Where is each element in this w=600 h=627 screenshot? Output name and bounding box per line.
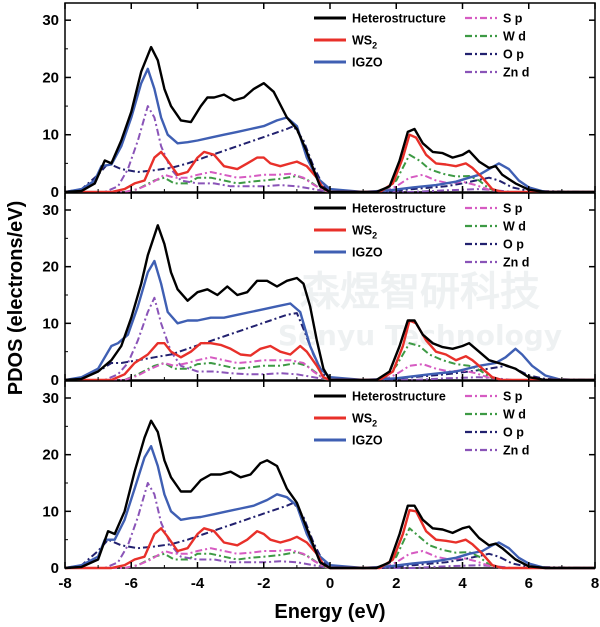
legend-label-zn-d: Zn d bbox=[503, 66, 529, 80]
series-line-o-p bbox=[64, 501, 596, 569]
legend-label-o-p: O p bbox=[503, 48, 524, 62]
watermark: 森煜智研科技 Senyu Technology bbox=[278, 269, 562, 352]
legend-label-zn-d: Zn d bbox=[503, 256, 529, 270]
series-line-zn-d bbox=[65, 482, 595, 569]
series-line-igzo bbox=[64, 259, 595, 382]
legend-label-ws2: WS2 bbox=[352, 412, 377, 429]
x-tick-label: 0 bbox=[326, 575, 334, 592]
legend-label-heterostructure: Heterostructure bbox=[352, 390, 446, 404]
series-line-heterostructure bbox=[64, 224, 595, 382]
series-line-zn-d bbox=[65, 105, 595, 193]
watermark-line-1: 森煜智研科技 bbox=[300, 269, 540, 315]
series-line-igzo bbox=[64, 67, 595, 194]
y-tick-label: 10 bbox=[42, 127, 59, 144]
legend-label-ws2: WS2 bbox=[352, 224, 377, 241]
y-tick-label: 20 bbox=[42, 259, 59, 276]
y-tick-label: 30 bbox=[42, 202, 59, 219]
legend-label-s-p: S p bbox=[503, 12, 523, 26]
legend-label-o-p: O p bbox=[503, 238, 524, 252]
legend: Heterostructure WS2 IGZO S p W d O p Zn d bbox=[314, 390, 529, 458]
y-axis-title: PDOS (electrons/eV) bbox=[5, 201, 27, 396]
legend: Heterostructure WS2 IGZO S p W d O p Zn d bbox=[314, 12, 529, 80]
y-tick-label: 30 bbox=[42, 390, 59, 407]
series-line-zn-d bbox=[65, 296, 595, 381]
legend-label-w-d: W d bbox=[503, 220, 526, 234]
legend-label-s-p: S p bbox=[503, 390, 523, 404]
legend-label-s-p: S p bbox=[503, 202, 523, 216]
legend-label-ws2: WS2 bbox=[352, 34, 377, 51]
x-tick-label: 6 bbox=[525, 575, 533, 592]
legend-label-w-d: W d bbox=[503, 408, 526, 422]
x-axis-title: Energy (eV) bbox=[274, 601, 385, 623]
legend-label-w-d: W d bbox=[503, 30, 526, 44]
legend-label-igzo: IGZO bbox=[352, 246, 383, 260]
y-tick-label: 20 bbox=[42, 447, 59, 464]
x-tick-label: -2 bbox=[257, 575, 270, 592]
legend-label-heterostructure: Heterostructure bbox=[352, 12, 446, 26]
legend: Heterostructure WS2 IGZO S p W d O p Zn d bbox=[314, 202, 529, 270]
y-tick-label: 0 bbox=[51, 560, 59, 577]
legend-label-igzo: IGZO bbox=[352, 56, 383, 70]
watermark-line-2: Senyu Technology bbox=[278, 319, 562, 352]
legend-label-igzo: IGZO bbox=[352, 434, 383, 448]
y-tick-label: 30 bbox=[42, 12, 59, 29]
legend-label-zn-d: Zn d bbox=[503, 444, 529, 458]
y-tick-label: 10 bbox=[42, 503, 59, 520]
y-tick-label: 0 bbox=[51, 184, 59, 201]
x-tick-label: -8 bbox=[58, 575, 71, 592]
panel-1: 0 10 20 30 Heterostructure WS2 IGZO S p W d O p Zn… bbox=[42, 2, 596, 201]
legend-label-heterostructure: Heterostructure bbox=[352, 202, 446, 216]
x-tick-label: 4 bbox=[458, 575, 467, 592]
x-tick-label: -4 bbox=[191, 575, 205, 592]
y-tick-label: 10 bbox=[42, 315, 59, 332]
legend-label-o-p: O p bbox=[503, 426, 524, 440]
x-tick-label: 8 bbox=[591, 575, 599, 592]
series-line-heterostructure bbox=[64, 419, 595, 570]
x-tick-label: 2 bbox=[392, 575, 400, 592]
y-tick-label: 0 bbox=[51, 372, 59, 389]
series-line-ws2 bbox=[65, 509, 595, 570]
y-tick-label: 20 bbox=[42, 69, 59, 86]
x-tick-label: -6 bbox=[125, 575, 138, 592]
series-line-s-p bbox=[65, 356, 595, 381]
series-line-s-p bbox=[65, 547, 595, 569]
series-line-o-p bbox=[64, 125, 596, 193]
panel-2: 0 10 20 30 Heterostructure WS2 IGZO S p W d O p Zn… bbox=[42, 192, 596, 389]
series-line-w-d bbox=[65, 527, 595, 569]
series-line-igzo bbox=[64, 445, 595, 570]
series-line-o-p bbox=[64, 312, 596, 381]
series-line-ws2 bbox=[65, 319, 595, 382]
series-line-heterostructure bbox=[64, 45, 595, 194]
series-line-ws2 bbox=[65, 133, 595, 194]
